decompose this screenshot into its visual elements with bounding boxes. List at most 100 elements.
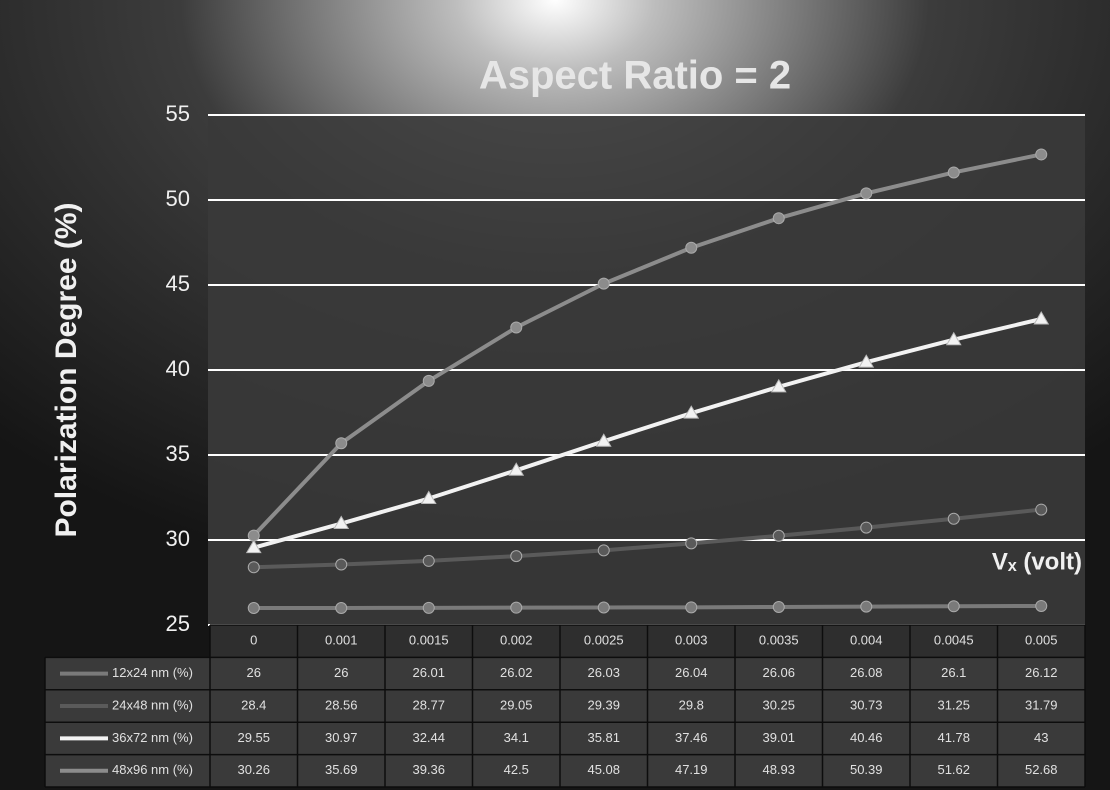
table-value: 30.97 <box>325 730 358 745</box>
table-value: 30.26 <box>237 762 270 777</box>
marker <box>685 537 698 550</box>
marker <box>597 277 610 290</box>
legend-label: 36x72 nm (%) <box>112 730 193 745</box>
table-value: 26.01 <box>412 665 445 680</box>
marker <box>597 544 610 557</box>
table-value: 32.44 <box>412 730 445 745</box>
marker <box>860 600 873 613</box>
table-value: 29.55 <box>237 730 270 745</box>
table-value: 43 <box>1034 730 1048 745</box>
table-value: 26.12 <box>1025 665 1058 680</box>
marker <box>772 529 785 542</box>
marker <box>422 554 435 567</box>
table-value: 52.68 <box>1025 762 1058 777</box>
marker <box>770 378 787 393</box>
table-value: 28.77 <box>412 697 445 712</box>
marker <box>1035 148 1048 161</box>
marker <box>335 602 348 614</box>
marker <box>245 539 262 554</box>
table-value: 42.5 <box>504 762 529 777</box>
marker <box>335 437 348 450</box>
marker <box>335 558 348 571</box>
legend-label: 12x24 nm (%) <box>112 665 193 680</box>
chart-title: Aspect Ratio = 2 <box>479 54 791 98</box>
x-tick-label: 0.0015 <box>409 633 449 648</box>
marker <box>1035 503 1048 516</box>
table-value: 28.56 <box>325 697 358 712</box>
x-tick-label: 0.001 <box>325 633 358 648</box>
table-value: 39.01 <box>762 730 795 745</box>
x-axis-label: Vₓ (volt) <box>992 548 1082 575</box>
y-tick-label: 40 <box>166 356 190 381</box>
y-tick-label: 30 <box>166 526 190 551</box>
marker <box>1035 599 1048 612</box>
legend-label: 48x96 nm (%) <box>112 762 193 777</box>
table-value: 29.05 <box>500 697 533 712</box>
x-tick-label: 0.004 <box>850 633 883 648</box>
table-value: 29.39 <box>587 697 620 712</box>
table-value: 34.1 <box>504 730 529 745</box>
table-value: 35.69 <box>325 762 358 777</box>
marker <box>947 166 960 179</box>
marker <box>772 600 785 613</box>
marker <box>595 433 612 447</box>
y-tick-label: 55 <box>166 101 190 126</box>
marker <box>247 602 260 614</box>
marker <box>685 241 698 254</box>
marker <box>945 331 962 346</box>
marker <box>333 515 350 530</box>
table-value: 45.08 <box>587 762 620 777</box>
marker <box>597 601 610 614</box>
series-line <box>253 317 1042 550</box>
marker <box>422 374 435 387</box>
marker <box>685 601 698 614</box>
table-value: 26.02 <box>500 665 533 680</box>
x-tick-label: 0 <box>250 633 257 648</box>
table-value: 47.19 <box>675 762 708 777</box>
marker <box>510 321 523 334</box>
table-value: 31.25 <box>937 697 970 712</box>
table-value: 28.4 <box>241 697 266 712</box>
y-tick-label: 35 <box>166 441 190 466</box>
table-value: 26.03 <box>587 665 620 680</box>
x-tick-label: 0.003 <box>675 633 708 648</box>
marker <box>1033 311 1050 325</box>
table-value: 35.81 <box>587 730 620 745</box>
table-value: 29.8 <box>679 697 704 712</box>
marker <box>247 561 260 574</box>
y-tick-label: 45 <box>166 271 190 296</box>
x-tick-label: 0.0035 <box>759 633 799 648</box>
y-axis-label: Polarization Degree (%) <box>50 202 83 537</box>
table-value: 51.62 <box>937 762 970 777</box>
table-value: 26 <box>247 665 261 680</box>
table-value: 31.79 <box>1025 697 1058 712</box>
marker <box>683 405 700 419</box>
marker <box>858 354 875 368</box>
marker <box>772 212 785 225</box>
table-value: 26.1 <box>941 665 966 680</box>
table-value: 30.73 <box>850 697 883 712</box>
marker <box>947 600 960 613</box>
series-line <box>253 507 1042 570</box>
series-line <box>252 152 1042 537</box>
marker <box>508 462 525 476</box>
x-tick-label: 0.0045 <box>934 633 974 648</box>
marker <box>947 512 960 525</box>
legend-label: 24x48 nm (%) <box>112 697 193 712</box>
table-value: 30.25 <box>762 697 795 712</box>
marker <box>860 521 873 534</box>
table-value: 41.78 <box>937 730 970 745</box>
table-value: 37.46 <box>675 730 708 745</box>
table-value: 40.46 <box>850 730 883 745</box>
table-value: 26.08 <box>850 665 883 680</box>
table-value: 48.93 <box>762 762 795 777</box>
table-value: 50.39 <box>850 762 883 777</box>
marker <box>510 601 523 614</box>
marker <box>420 490 437 505</box>
table-value: 26.04 <box>675 665 708 680</box>
y-tick-label: 25 <box>166 611 190 636</box>
marker <box>860 187 873 200</box>
series-line <box>253 603 1042 610</box>
table-value: 26.06 <box>762 665 795 680</box>
